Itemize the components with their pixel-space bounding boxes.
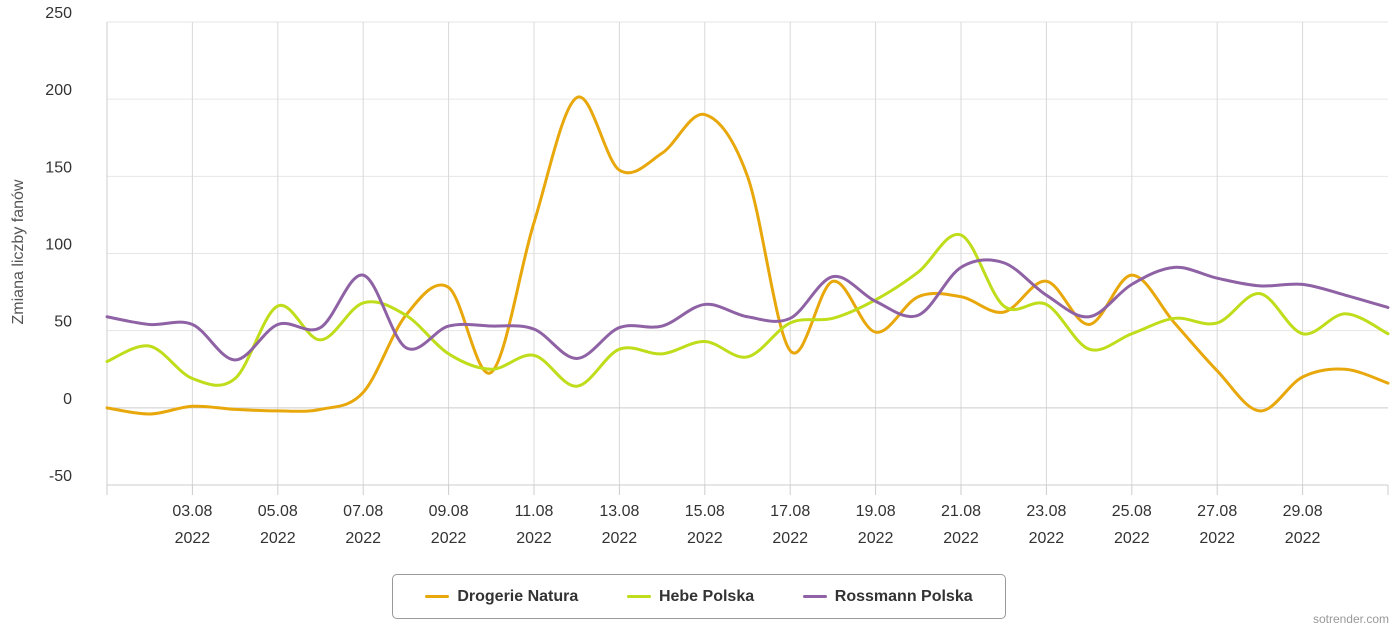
x-tick-label: 2022 [858, 530, 894, 547]
x-tick-label: 17.08 [770, 503, 810, 520]
x-tick-label: 2022 [772, 530, 808, 547]
x-tick-label: 2022 [943, 530, 979, 547]
x-tick-label: 27.08 [1197, 503, 1237, 520]
x-tick-label: 19.08 [856, 503, 896, 520]
series-line-drogerie-natura [105, 95, 1390, 416]
y-tick-label: 50 [54, 314, 72, 331]
legend-item-hebe-polska[interactable]: Hebe Polska [626, 587, 755, 606]
legend-label: Drogerie Natura [457, 587, 579, 605]
x-axis [106, 22, 1389, 495]
series-line-hebe-polska [105, 232, 1390, 388]
x-tick-label: 2022 [1285, 530, 1321, 547]
legend-label: Rossmann Polska [834, 587, 973, 605]
x-tick-label: 29.08 [1283, 503, 1323, 520]
x-tick-label: 05.08 [258, 503, 298, 520]
legend-swatch-icon [425, 595, 450, 598]
line-chart: -50 0 50 100 150 200 250 Zmiana liczby fanów 0… [10, 5, 1390, 547]
x-tick-label: 2022 [1199, 530, 1235, 547]
credit-link[interactable]: sotrender.com [1312, 612, 1389, 626]
y-tick-label: 100 [45, 237, 72, 254]
x-tick-label: 15.08 [685, 503, 725, 520]
x-tick-label: 2022 [1114, 530, 1150, 547]
series-line-rossmann-polska [105, 258, 1390, 362]
y-tick-label: 200 [45, 82, 72, 99]
x-tick-label: 11.08 [515, 503, 554, 520]
x-tick-label: 2022 [345, 530, 381, 547]
x-tick-label: 03.08 [172, 503, 212, 520]
legend-label: Hebe Polska [658, 587, 755, 605]
legend-item-drogerie-natura[interactable]: Drogerie Natura [425, 588, 578, 606]
grid [107, 21, 1388, 486]
y-tick-label: 150 [45, 159, 72, 176]
legend-swatch-icon [802, 595, 827, 598]
y-tick-label: -50 [49, 468, 72, 485]
x-tick-label: 23.08 [1026, 503, 1066, 520]
x-tick-label: 2022 [687, 530, 723, 547]
x-tick-label: 2022 [516, 530, 552, 547]
x-tick-label: 2022 [1029, 530, 1065, 547]
x-tick-label: 2022 [175, 530, 211, 547]
y-tick-label: 250 [45, 5, 72, 22]
legend-swatch-icon [626, 595, 651, 598]
x-tick-label: 09.08 [429, 503, 469, 520]
y-tick-label: 0 [63, 391, 72, 408]
x-tick-label: 2022 [260, 530, 296, 547]
x-axis-ticks: 03.08 2022 05.08 2022 07.08 2022 09.08 2022 11.0… [172, 485, 1323, 547]
x-tick-label: 2022 [602, 530, 638, 547]
x-tick-label: 2022 [431, 530, 467, 547]
series-lines [105, 95, 1390, 416]
legend: Drogerie Natura Hebe Polska Rossmann Pol… [392, 574, 1006, 619]
x-tick-label: 07.08 [343, 503, 383, 520]
x-tick-label: 21.08 [941, 503, 981, 520]
y-axis-label: Zmiana liczby fanów [10, 179, 27, 324]
x-tick-label: 25.08 [1112, 503, 1152, 520]
x-tick-label: 13.08 [599, 503, 639, 520]
legend-item-rossmann-polska[interactable]: Rossmann Polska [802, 587, 973, 606]
y-axis-ticks: -50 0 50 100 150 200 250 [45, 5, 72, 485]
